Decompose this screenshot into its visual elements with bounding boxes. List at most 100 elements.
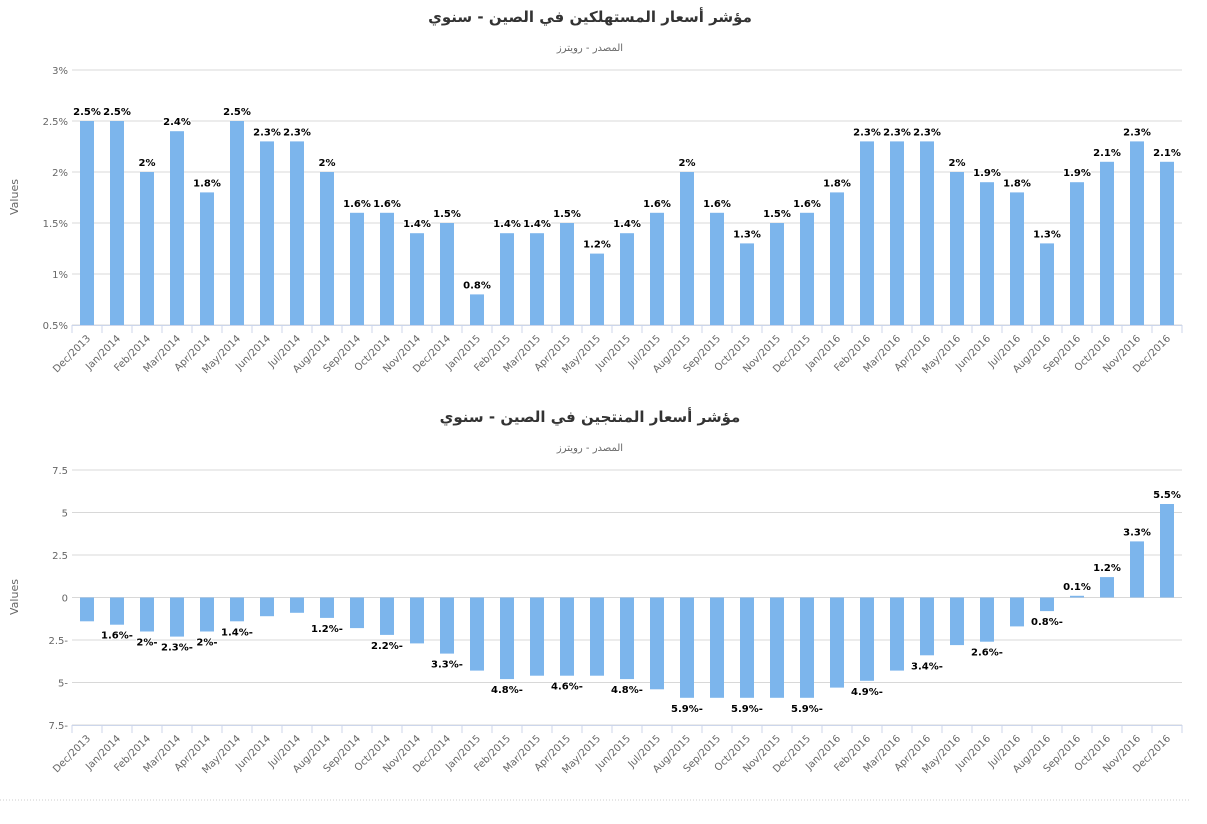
bar xyxy=(950,597,964,646)
bar xyxy=(800,597,814,698)
data-label: 5.9%- xyxy=(731,704,763,715)
y-tick-label: 2.5 xyxy=(52,551,68,562)
data-label: 1.4% xyxy=(493,219,521,230)
y-tick-label: 2% xyxy=(52,168,68,179)
data-label: 1.4%- xyxy=(221,627,253,638)
data-label: 1.4% xyxy=(523,219,551,230)
bar xyxy=(950,172,964,325)
data-label: 2% xyxy=(319,158,336,169)
bar xyxy=(1070,595,1084,598)
bar xyxy=(590,597,604,676)
data-label: 2.5% xyxy=(223,107,251,118)
data-label: 2.1% xyxy=(1093,148,1121,159)
data-label: 4.9%- xyxy=(851,687,883,698)
bar xyxy=(1130,541,1144,598)
bar xyxy=(500,233,514,325)
chart1-plot: 0.5%1%1.5%2%2.5%3%2.5%Dec/20132.5%Jan/20… xyxy=(43,66,1183,376)
bar xyxy=(320,172,334,325)
chart2-subtitle: المصدر - رويترز xyxy=(556,443,623,454)
bar xyxy=(140,597,154,632)
data-label: 3.4%- xyxy=(911,661,943,672)
bar xyxy=(350,597,364,629)
bar xyxy=(200,192,214,325)
data-label: 2.3% xyxy=(853,127,881,138)
data-label: 2.2%- xyxy=(371,641,403,652)
data-label: 4.6%- xyxy=(551,682,583,693)
data-label: 1.2% xyxy=(1093,563,1121,574)
data-label: 1.6% xyxy=(703,199,731,210)
bar xyxy=(470,294,484,325)
bar xyxy=(1010,192,1024,325)
bar xyxy=(1040,597,1054,612)
bar xyxy=(650,212,664,325)
chart1-y-axis-title: Values xyxy=(8,179,21,215)
data-label: 1.6% xyxy=(643,199,671,210)
y-tick-label: 7.5- xyxy=(48,721,68,732)
bar xyxy=(860,597,874,681)
data-label: 0.8% xyxy=(463,280,491,291)
bar xyxy=(260,597,274,617)
bar xyxy=(980,597,994,642)
bar xyxy=(260,141,274,325)
bar xyxy=(560,597,574,676)
y-tick-label: 5- xyxy=(58,679,68,690)
bar xyxy=(1040,243,1054,325)
y-tick-label: 2.5% xyxy=(43,117,68,128)
data-label: 0.1% xyxy=(1063,582,1091,593)
data-label: 3.3% xyxy=(1123,527,1151,538)
data-label: 2.3% xyxy=(913,127,941,138)
bar xyxy=(650,597,664,690)
bar xyxy=(1100,161,1114,325)
bar xyxy=(920,141,934,325)
y-tick-label: 7.5 xyxy=(52,466,68,477)
x-tick-label: Dec/2013 xyxy=(51,733,93,775)
data-label: 1.9% xyxy=(973,168,1001,179)
y-tick-label: 1.5% xyxy=(43,219,68,230)
data-label: 2.4% xyxy=(163,117,191,128)
data-label: 1.6% xyxy=(373,199,401,210)
y-tick-label: 0.5% xyxy=(43,321,68,332)
bar xyxy=(200,597,214,632)
data-label: 1.2% xyxy=(583,240,611,251)
data-label: 1.9% xyxy=(1063,168,1091,179)
data-label: 2.3% xyxy=(1123,127,1151,138)
chart2-y-axis-title: Values xyxy=(8,579,21,615)
bar xyxy=(740,243,754,325)
bar xyxy=(770,223,784,325)
data-label: 0.8%- xyxy=(1031,617,1063,628)
data-label: 1.5% xyxy=(553,209,581,220)
data-label: 1.5% xyxy=(763,209,791,220)
data-label: 1.8% xyxy=(823,178,851,189)
bar xyxy=(530,233,544,325)
bar xyxy=(680,172,694,325)
bar xyxy=(710,597,724,698)
bar xyxy=(590,253,604,325)
data-label: 2%- xyxy=(196,638,217,649)
bar xyxy=(230,597,244,622)
bar xyxy=(1100,577,1114,598)
bar xyxy=(110,121,124,325)
data-label: 2.5% xyxy=(103,107,131,118)
data-label: 1.6%- xyxy=(101,631,133,642)
data-label: 1.4% xyxy=(403,219,431,230)
bar xyxy=(80,597,94,622)
data-label: 2.3% xyxy=(883,127,911,138)
data-label: 5.5% xyxy=(1153,490,1181,501)
bar xyxy=(170,131,184,325)
bar xyxy=(410,233,424,325)
bar xyxy=(830,597,844,688)
data-label: 1.2%- xyxy=(311,624,343,635)
y-tick-label: 3% xyxy=(52,66,68,77)
data-label: 3.3%- xyxy=(431,660,463,671)
data-label: 2%- xyxy=(136,638,157,649)
bar xyxy=(920,597,934,656)
bar xyxy=(170,597,184,637)
bar xyxy=(470,597,484,671)
bar xyxy=(230,121,244,325)
data-label: 1.3% xyxy=(1033,229,1061,240)
y-tick-label: 1% xyxy=(52,270,68,281)
bar xyxy=(1130,141,1144,325)
bar xyxy=(500,597,514,680)
bar xyxy=(620,233,634,325)
